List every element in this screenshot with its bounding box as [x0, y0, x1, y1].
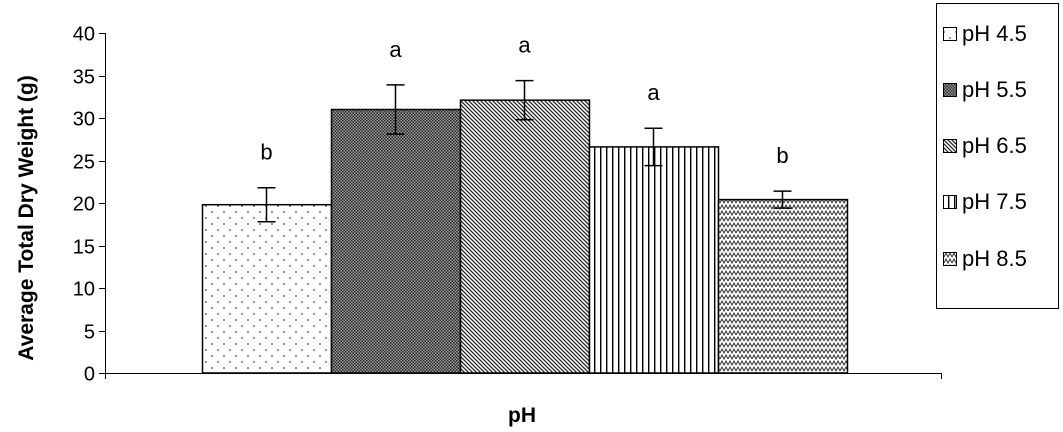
- legend-label: pH 5.5: [962, 77, 1027, 102]
- legend-label: pH 8.5: [962, 246, 1027, 271]
- legend-swatch: [943, 139, 957, 153]
- significance-label: a: [647, 80, 660, 105]
- y-tick-label: 10: [73, 279, 95, 301]
- y-tick-label: 5: [84, 322, 95, 344]
- legend-label: pH 6.5: [962, 133, 1027, 158]
- legend-swatch: [943, 83, 957, 97]
- legend: pH 4.5 pH 5.5 pH 6.5 pH 7.5 pH 8.5: [936, 3, 1059, 309]
- y-tick-label: 35: [73, 67, 95, 89]
- significance-label: b: [776, 143, 788, 168]
- bar: [330, 108, 462, 374]
- y-axis-title: Average Total Dry Weight (g): [15, 75, 38, 360]
- y-tick-label: 25: [73, 152, 95, 174]
- significance-label: a: [389, 37, 402, 62]
- y-tick-label: 30: [73, 109, 95, 131]
- bar: [201, 203, 333, 374]
- legend-swatch: [943, 252, 957, 266]
- legend-label: pH 7.5: [962, 189, 1027, 214]
- y-tick-label: 0: [84, 364, 95, 386]
- bar: [717, 198, 849, 374]
- legend-swatch: [943, 27, 957, 41]
- legend-swatch: [943, 195, 957, 209]
- y-tick-label: 15: [73, 237, 95, 259]
- significance-label: b: [260, 140, 272, 165]
- significance-label: a: [518, 33, 531, 58]
- legend-label: pH 4.5: [962, 21, 1027, 46]
- x-axis-title: pH: [508, 404, 536, 427]
- bar: [588, 146, 720, 374]
- bar: [459, 99, 591, 374]
- y-tick-label: 20: [73, 194, 95, 216]
- y-tick-label: 40: [73, 24, 95, 46]
